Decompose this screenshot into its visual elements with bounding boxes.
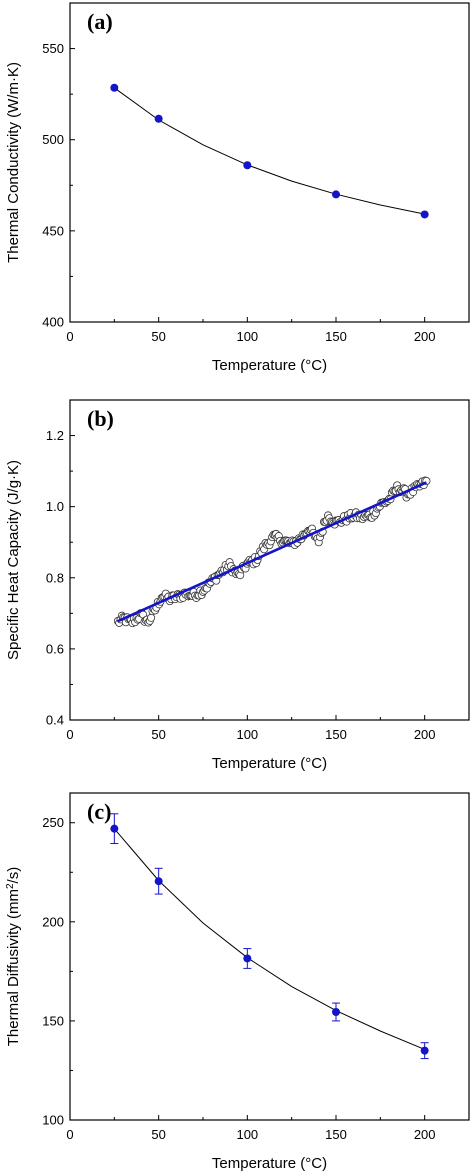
data-point [147, 613, 156, 622]
data-point [154, 114, 163, 123]
chart-panel-c: 0 50 100 150 200 100 150 200 250 Temperature (°C)… [5, 792, 470, 1172]
y-tick-label: 0.6 [46, 641, 64, 656]
y-tick-label: 250 [42, 815, 64, 830]
fit-line [117, 481, 427, 623]
data-point [420, 210, 429, 219]
y-tick-label: 0.8 [46, 570, 64, 585]
data-point [332, 1007, 340, 1016]
x-tick-label: 200 [414, 1127, 436, 1142]
y-axis-label: Thermal Diffusivity (mm2/s) [5, 867, 23, 1046]
x-tick-label: 100 [236, 329, 258, 344]
x-tick-label: 150 [325, 727, 347, 742]
y-axis-label-tail: /s) [5, 867, 22, 884]
y-tick-label: 450 [42, 223, 64, 238]
panel-label: (c) [87, 799, 111, 824]
x-tick-label: 0 [66, 329, 73, 344]
x-tick-label: 150 [325, 1127, 347, 1142]
y-tick-label: 500 [42, 132, 64, 147]
data-point [243, 954, 252, 963]
x-axis-label: Temperature (°C) [212, 755, 327, 772]
x-axis-label: Temperature (°C) [212, 1155, 327, 1172]
x-tick-label: 200 [414, 329, 436, 344]
y-axis-label-main: Thermal Diffusivity (mm [5, 889, 22, 1046]
x-tick-label: 50 [151, 1127, 165, 1142]
y-tick-label: 550 [42, 41, 64, 56]
x-axis-label: Temperature (°C) [212, 357, 327, 374]
fit-curve [114, 87, 425, 215]
y-tick-label: 400 [42, 315, 64, 330]
y-tick-label: 1.2 [46, 428, 64, 443]
plot-frame [69, 792, 470, 1121]
x-tick-label: 150 [325, 329, 347, 344]
y-axis-label-superscript: 2 [5, 883, 16, 889]
data-point [110, 83, 119, 92]
x-tick-label: 50 [151, 329, 165, 344]
fit-curve [113, 828, 425, 1050]
panel-label: (a) [87, 9, 113, 34]
plot-frame [69, 2, 470, 323]
panel-label: (b) [87, 406, 114, 431]
y-tick-label: 0.4 [46, 713, 64, 728]
x-tick-label: 100 [236, 1127, 258, 1142]
data-point [154, 877, 163, 886]
y-tick-label: 200 [42, 914, 64, 929]
y-tick-label: 1.0 [46, 499, 64, 514]
data-point [243, 161, 252, 170]
y-tick-label: 100 [42, 1113, 64, 1128]
x-tick-label: 50 [151, 727, 165, 742]
data-point [420, 1046, 429, 1055]
x-tick-label: 100 [236, 727, 258, 742]
x-tick-label: 0 [66, 1127, 73, 1142]
y-axis-label: Specific Heat Capacity (J/g·K) [5, 460, 22, 660]
y-axis-label: Thermal Conductivity (W/m·K) [5, 62, 22, 263]
x-tick-label: 0 [66, 727, 73, 742]
plot-frame [69, 399, 470, 721]
chart-panel-a: 0 50 100 150 200 400 450 500 550 Temperature (°C)… [5, 2, 470, 374]
data-point [332, 190, 340, 199]
y-tick-label: 150 [42, 1013, 64, 1028]
chart-panel-b: 0 50 100 150 200 0.4 0.6 0.8 1.0 1.2 Temperature (… [5, 399, 470, 772]
x-tick-label: 200 [414, 727, 436, 742]
data-point [110, 824, 119, 833]
